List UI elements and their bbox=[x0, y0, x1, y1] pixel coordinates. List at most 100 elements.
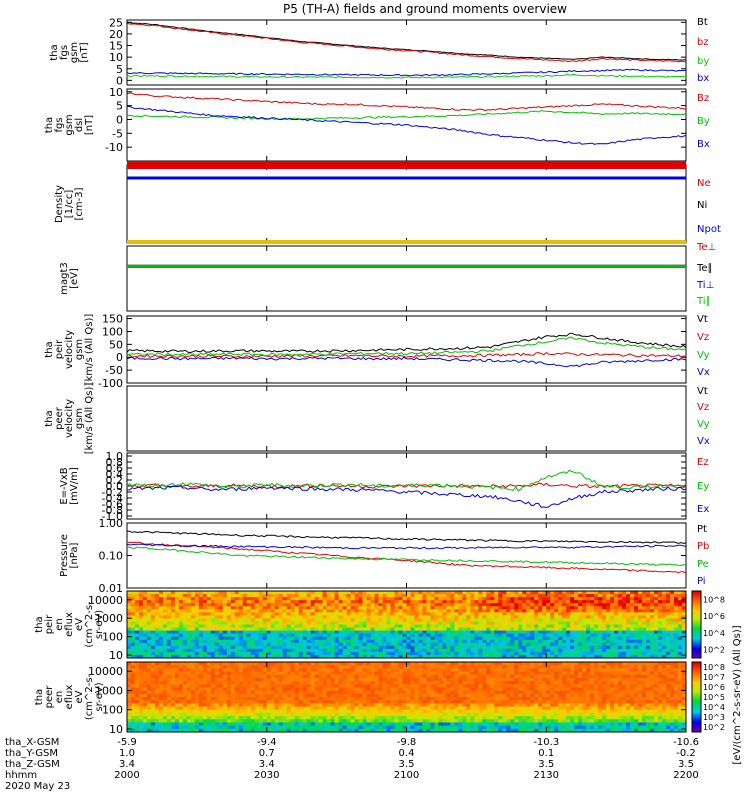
heatmap-cell bbox=[570, 603, 575, 607]
heatmap-cell bbox=[586, 642, 591, 647]
heatmap-cell bbox=[250, 671, 256, 676]
heatmap-cell bbox=[398, 674, 404, 679]
heatmap-cell bbox=[194, 662, 200, 666]
heatmap-cell bbox=[426, 612, 431, 616]
heatmap-cell bbox=[374, 665, 380, 669]
heatmap-cell bbox=[470, 618, 475, 622]
heatmap-cell bbox=[230, 597, 236, 601]
heatmap-cell bbox=[614, 624, 619, 629]
heatmap-cell bbox=[374, 725, 380, 730]
heatmap-cell bbox=[278, 674, 284, 679]
heatmap-cell bbox=[350, 687, 356, 692]
heatmap-cell bbox=[338, 665, 344, 669]
heatmap-cell bbox=[286, 703, 292, 708]
heatmap-cell bbox=[506, 654, 511, 659]
heatmap-cell bbox=[170, 719, 176, 723]
heatmap-cell bbox=[294, 722, 300, 727]
heatmap-cell bbox=[302, 709, 308, 714]
heatmap-cell bbox=[642, 594, 647, 598]
heatmap-cell bbox=[342, 662, 348, 666]
heatmap-cell bbox=[482, 600, 487, 604]
heatmap-cell bbox=[390, 612, 396, 616]
heatmap-cell bbox=[338, 725, 344, 730]
heatmap-cell bbox=[358, 725, 364, 730]
heatmap-cell bbox=[330, 654, 336, 659]
heatmap-cell bbox=[198, 681, 204, 685]
heatmap-cell bbox=[350, 728, 356, 733]
heatmap-cell bbox=[354, 636, 360, 641]
heatmap-cell bbox=[374, 615, 380, 619]
heatmap-cell bbox=[178, 612, 184, 616]
heatmap-cell bbox=[194, 618, 200, 622]
y-label-line: tha bbox=[44, 341, 55, 357]
heatmap-cell bbox=[354, 624, 360, 629]
heatmap-cell bbox=[282, 633, 288, 638]
heatmap-cell bbox=[530, 630, 535, 635]
heatmap-cell bbox=[190, 600, 196, 604]
heatmap-cell bbox=[234, 621, 240, 625]
heatmap-cell bbox=[366, 603, 372, 607]
heatmap-cell bbox=[638, 642, 643, 647]
heatmap-cell bbox=[394, 674, 400, 679]
heatmap-cell bbox=[354, 651, 360, 656]
heatmap-cell bbox=[370, 716, 376, 720]
colorbar-cell bbox=[692, 607, 701, 610]
heatmap-cell bbox=[282, 693, 288, 698]
heatmap-cell bbox=[586, 636, 591, 641]
heatmap-cell bbox=[338, 662, 344, 666]
heatmap-cell bbox=[262, 645, 268, 650]
heatmap-cell bbox=[366, 606, 372, 610]
heatmap-cell bbox=[322, 662, 328, 666]
heatmap-cell bbox=[666, 618, 671, 622]
heatmap-cell bbox=[278, 615, 284, 619]
heatmap-cell bbox=[370, 693, 376, 698]
heatmap-cell bbox=[354, 665, 360, 669]
heatmap-cell bbox=[566, 633, 571, 638]
heatmap-cell bbox=[166, 591, 172, 595]
heatmap-cell bbox=[210, 654, 216, 659]
heatmap-cell bbox=[358, 651, 364, 656]
heatmap-cell bbox=[234, 642, 240, 647]
heatmap-cell bbox=[342, 609, 348, 613]
heatmap-cell bbox=[322, 648, 328, 653]
heatmap-cell bbox=[586, 591, 591, 595]
heatmap-cell bbox=[150, 665, 156, 669]
heatmap-cell bbox=[186, 618, 192, 622]
heatmap-cell bbox=[466, 639, 471, 644]
heatmap-cell bbox=[422, 621, 427, 625]
heatmap-cell bbox=[238, 609, 244, 613]
heatmap-cell bbox=[250, 681, 256, 685]
heatmap-cell bbox=[226, 684, 232, 688]
heatmap-cell bbox=[266, 651, 272, 656]
heatmap-cell bbox=[266, 594, 272, 598]
heatmap-cell bbox=[374, 648, 380, 653]
heatmap-cell bbox=[158, 645, 164, 650]
heatmap-cell bbox=[250, 612, 256, 616]
heatmap-cell bbox=[370, 627, 376, 632]
heatmap-cell bbox=[218, 612, 224, 616]
colorbar-cell bbox=[692, 614, 701, 617]
heatmap-cell bbox=[302, 693, 308, 698]
heatmap-cell bbox=[414, 618, 419, 622]
heatmap-cell bbox=[226, 690, 232, 695]
heatmap-cell bbox=[410, 609, 415, 613]
heatmap-cell bbox=[354, 681, 360, 685]
heatmap-cell bbox=[146, 662, 152, 666]
heatmap-cell bbox=[650, 654, 655, 659]
heatmap-cell bbox=[342, 722, 348, 727]
colorbar-cell bbox=[692, 601, 701, 604]
heatmap-cell bbox=[402, 636, 407, 641]
heatmap-cell bbox=[318, 645, 324, 650]
heatmap-cell bbox=[202, 642, 208, 647]
heatmap-cell bbox=[650, 645, 655, 650]
heatmap-cell bbox=[146, 712, 152, 717]
colorbar-cell bbox=[692, 624, 701, 627]
heatmap-cell bbox=[334, 665, 340, 669]
heatmap-cell bbox=[202, 651, 208, 656]
heatmap-cell bbox=[170, 624, 176, 629]
heatmap-cell bbox=[238, 706, 244, 711]
heatmap-cell bbox=[658, 636, 663, 641]
heatmap-cell bbox=[194, 651, 200, 656]
heatmap-cell bbox=[182, 627, 188, 632]
heatmap-cell bbox=[246, 606, 252, 610]
